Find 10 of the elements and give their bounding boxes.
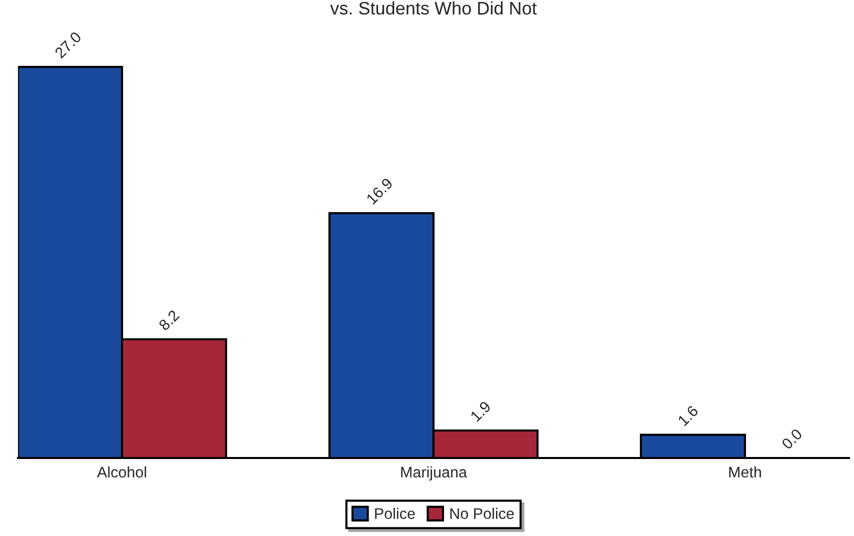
- data-label: 0.0: [781, 428, 803, 450]
- x-tick-label: Marijuana: [401, 466, 468, 481]
- legend-label: Police: [375, 508, 415, 520]
- data-label: 1.9: [470, 400, 492, 422]
- data-label: 1.6: [677, 404, 699, 426]
- legend-label: No Police: [450, 508, 514, 520]
- data-label: 8.2: [158, 309, 180, 332]
- chart-title: vs. Students Who Did Not: [330, 1, 537, 15]
- x-tick-label: Alcohol: [97, 466, 146, 478]
- x-tick-label: Meth: [729, 466, 761, 478]
